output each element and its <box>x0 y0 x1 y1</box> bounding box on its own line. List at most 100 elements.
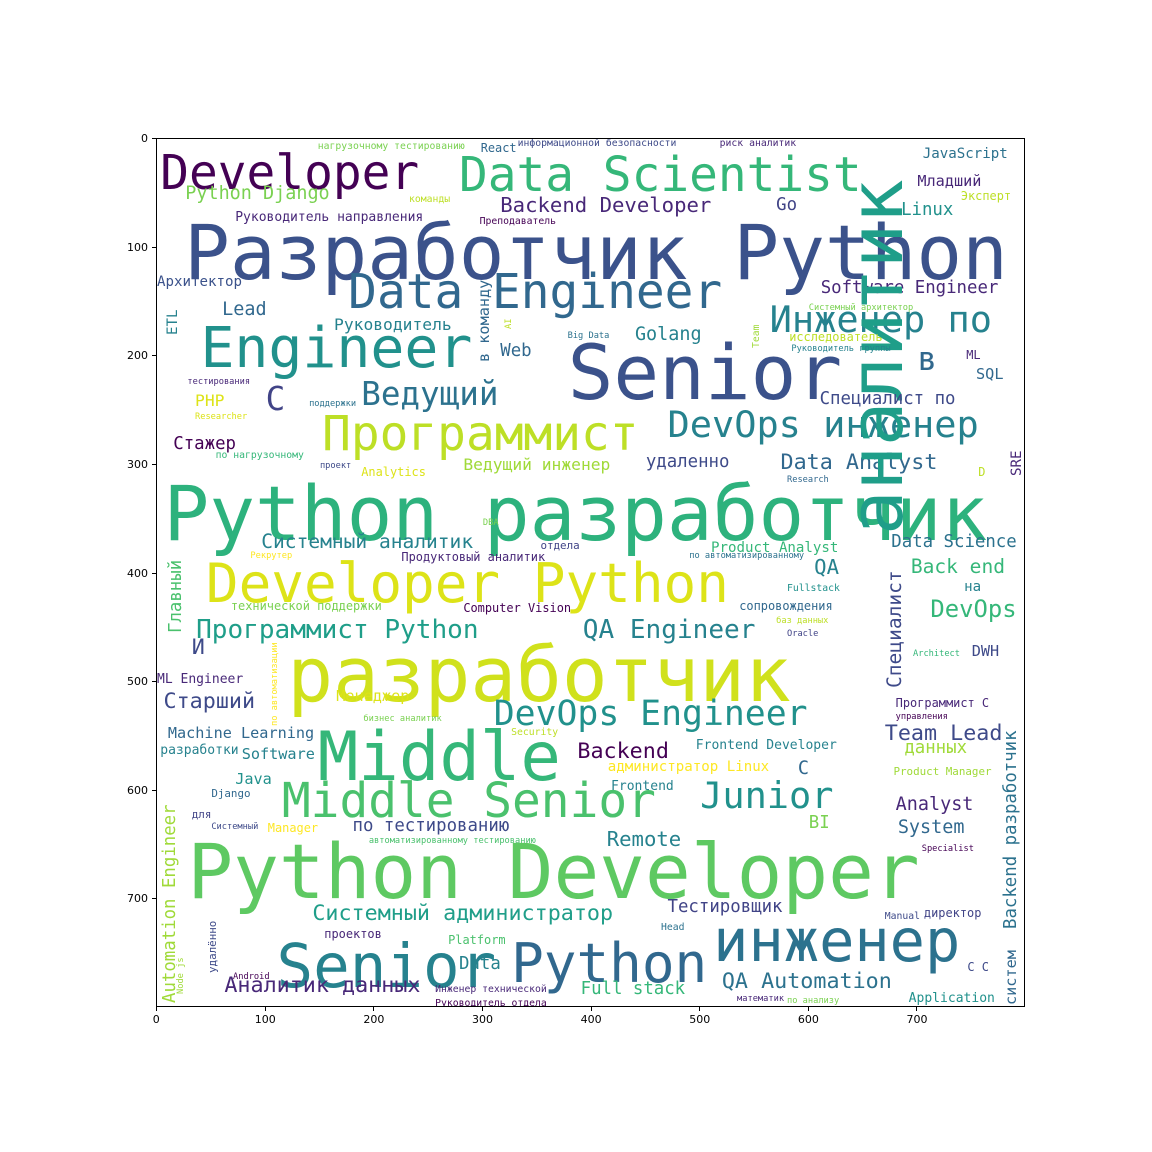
word-32: Junior <box>700 773 834 817</box>
y-tick-label: 200 <box>127 349 148 363</box>
word-54: Менеджер <box>336 686 410 705</box>
word-102: Computer Vision <box>463 600 572 615</box>
word-116: администратор Linux <box>607 759 770 776</box>
x-tick-label: 400 <box>580 1013 602 1026</box>
x-tick-label: 0 <box>152 1013 160 1026</box>
word-31: Middle Senior <box>281 773 656 829</box>
x-tick-label: 700 <box>906 1013 928 1026</box>
x-tick-label: 500 <box>689 1013 711 1026</box>
word-5: Разработчик Python <box>184 208 1008 298</box>
word-38: Senior <box>276 932 497 1003</box>
word-13: Software Engineer <box>820 278 999 299</box>
y-tick-mark <box>152 138 156 139</box>
y-tick-label: 300 <box>127 457 148 471</box>
word-36: Системный администратор <box>312 900 614 926</box>
word-41: QA Automation <box>721 969 892 995</box>
y-tick-label: 500 <box>127 675 148 689</box>
word-97: Back end <box>910 555 1005 579</box>
word-131: проектов <box>324 926 382 941</box>
word-121: для <box>191 808 212 822</box>
y-tick-mark <box>152 355 156 357</box>
word-80: тестирования <box>187 376 251 387</box>
word-10: Engineer <box>200 316 473 382</box>
word-83: по нагрузочному <box>215 449 304 461</box>
word-73: нагрузочному тестированию <box>317 141 465 153</box>
word-28: Старший <box>163 688 256 714</box>
x-tick-mark <box>156 1007 157 1011</box>
word-78: Руководитель группы <box>791 344 891 355</box>
word-123: Manager <box>267 821 319 836</box>
y-tick-label: 0 <box>141 132 148 145</box>
word-8: Lead <box>222 298 267 320</box>
word-68: JavaScript <box>922 145 1008 162</box>
x-tick-label: 300 <box>471 1013 493 1026</box>
word-117: С <box>797 758 809 780</box>
word-55: Стажер <box>173 433 236 454</box>
y-tick-mark <box>152 681 156 683</box>
word-141: по анализу <box>787 996 840 1007</box>
word-48: Analyst <box>895 794 974 816</box>
x-tick-mark <box>481 1007 483 1011</box>
word-50: Machine Learning <box>167 723 315 742</box>
word-75: Преподаватель <box>479 216 557 228</box>
word-6: Архитектор <box>157 273 242 290</box>
word-56: PHP <box>195 391 225 411</box>
word-134: C C <box>967 960 989 975</box>
word-120: Django <box>211 786 251 800</box>
word-113: Frontend Developer <box>695 737 837 753</box>
y-tick-label: 700 <box>127 892 148 906</box>
word-85: Analytics <box>361 465 426 480</box>
y-tick-mark <box>152 463 156 465</box>
word-126: Specialist <box>921 844 974 855</box>
plot-area: Developer Data Scientist Python Django Back… <box>156 138 1025 1007</box>
word-92: по автоматизированному <box>689 550 805 561</box>
word-47: Remote <box>606 826 682 851</box>
word-124: BI <box>808 812 830 833</box>
word-77: исследователь <box>789 330 883 345</box>
word-111: бизнес аналитик <box>363 713 442 724</box>
word-61: ML <box>966 347 981 362</box>
word-146: AI <box>503 318 514 330</box>
word-100: Fullstack <box>787 583 840 595</box>
word-44: Backend разработчик <box>1001 730 1022 929</box>
word-91: Product Analyst <box>710 539 839 556</box>
word-145: Team <box>751 324 763 348</box>
word-114: данных <box>904 737 968 758</box>
word-12: Инженер по <box>769 297 992 341</box>
y-tick-mark <box>152 572 156 574</box>
word-105: Oracle <box>787 628 819 639</box>
word-49: System <box>897 816 965 838</box>
word-22: аналитик <box>834 179 921 536</box>
x-tick-mark <box>807 1007 809 1011</box>
word-122: Системный <box>211 822 259 833</box>
word-143: ETL <box>164 309 181 335</box>
word-39: Python <box>511 932 708 996</box>
word-103: сопровождения <box>739 598 833 613</box>
word-15: Программист <box>322 406 639 462</box>
word-129: Head <box>661 922 685 934</box>
word-89: DBA <box>482 518 499 529</box>
word-110: управления <box>895 711 948 722</box>
word-132: удалённо <box>206 920 220 974</box>
word-63: Golang <box>634 323 702 345</box>
word-139: Руководитель отдела <box>435 998 547 1007</box>
word-142: Application <box>908 990 995 1006</box>
word-106: Architect <box>913 648 961 659</box>
word-45: Тестировщик <box>667 897 783 918</box>
word-46: по тестированию <box>352 815 510 836</box>
y-tick-mark <box>152 246 156 248</box>
word-86: Research <box>787 474 829 485</box>
word-133: Data <box>458 953 501 974</box>
word-59: Специалист по <box>819 389 956 409</box>
word-21: Developer Python <box>205 552 729 616</box>
word-118: Product Manager <box>893 764 992 778</box>
x-tick-mark <box>590 1007 592 1011</box>
x-tick-mark <box>699 1007 701 1011</box>
word-64: Web <box>500 341 532 362</box>
x-tick-label: 200 <box>363 1013 385 1026</box>
word-57: C <box>265 380 286 419</box>
word-96: QA <box>814 555 840 580</box>
word-144: в команду <box>475 279 494 362</box>
word-51: Software <box>241 745 315 764</box>
word-79: Big Data <box>567 331 610 342</box>
